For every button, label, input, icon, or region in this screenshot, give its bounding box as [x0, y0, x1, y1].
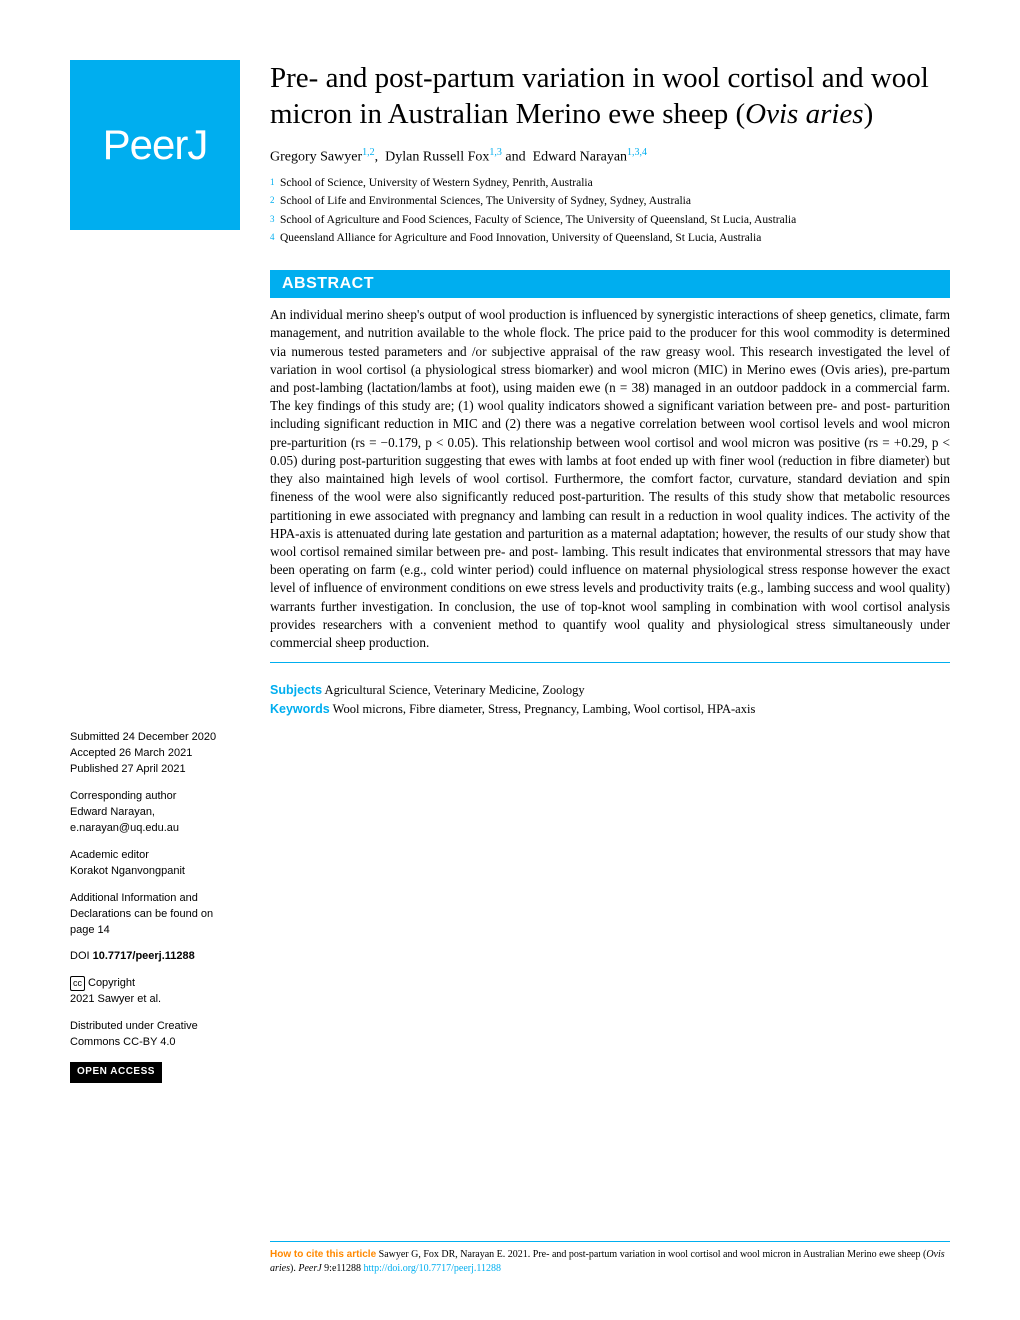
editor-label: Academic editor: [70, 849, 149, 861]
published-label: Published: [70, 763, 118, 775]
aff-num-1: 1: [270, 175, 280, 192]
author-2: Dylan Russell Fox: [385, 149, 489, 164]
cite-label: How to cite this article: [270, 1249, 376, 1260]
author-2-sup: 1,3: [489, 147, 502, 158]
subjects-row: Subjects Agricultural Science, Veterinar…: [270, 681, 950, 700]
title-species: Ovis aries: [745, 98, 863, 130]
abstract-header: ABSTRACT: [270, 270, 950, 298]
author-3-sup: 1,3,4: [627, 147, 647, 158]
accepted-label: Accepted: [70, 747, 116, 759]
aff-text-1: School of Science, University of Western…: [280, 175, 593, 192]
subjects-text: Agricultural Science, Veterinary Medicin…: [325, 683, 585, 697]
sidebar: Submitted 24 December 2020 Accepted 26 M…: [70, 270, 240, 1094]
cite-link[interactable]: http://doi.org/10.7717/peerj.11288: [364, 1263, 502, 1274]
doi-label: DOI: [70, 950, 90, 962]
author-3: Edward Narayan: [533, 149, 627, 164]
aff-num-2: 2: [270, 193, 280, 210]
author-1: Gregory Sawyer: [270, 149, 362, 164]
corr-author-label: Corresponding author: [70, 790, 176, 802]
aff-num-4: 4: [270, 230, 280, 247]
keywords-label: Keywords: [270, 702, 330, 716]
article-title: Pre- and post-partum variation in wool c…: [270, 60, 950, 133]
doi-value: 10.7717/peerj.11288: [93, 950, 195, 962]
cite-journal: PeerJ: [298, 1263, 321, 1274]
published-date: 27 April 2021: [121, 763, 185, 775]
authors-line: Gregory Sawyer1,2, Dylan Russell Fox1,3 …: [270, 147, 950, 166]
accepted-date: 26 March 2021: [119, 747, 192, 759]
corr-author-name: Edward Narayan,: [70, 806, 155, 818]
keywords-text: Wool microns, Fibre diameter, Stress, Pr…: [333, 702, 756, 716]
distributed-text: Distributed under Creative Commons CC-BY…: [70, 1020, 198, 1048]
editor-name: Korakot Nganvongpanit: [70, 865, 185, 877]
title-post: ): [864, 98, 874, 130]
submitted-label: Submitted: [70, 731, 120, 743]
cite-text-3: 9:e11288: [322, 1263, 364, 1274]
copyright-text: 2021 Sawyer et al.: [70, 993, 161, 1005]
aff-text-4: Queensland Alliance for Agriculture and …: [280, 230, 761, 247]
cite-text-1: Sawyer G, Fox DR, Narayan E. 2021. Pre- …: [379, 1249, 927, 1260]
abstract-body: An individual merino sheep's output of w…: [270, 298, 950, 663]
submitted-date: 24 December 2020: [123, 731, 217, 743]
aff-text-3: School of Agriculture and Food Sciences,…: [280, 212, 796, 229]
aff-text-2: School of Life and Environmental Science…: [280, 193, 691, 210]
subjects-label: Subjects: [270, 683, 322, 697]
additional-info: Additional Information and Declarations …: [70, 892, 213, 936]
open-access-badge: OPEN ACCESS: [70, 1062, 162, 1083]
keywords-row: Keywords Wool microns, Fibre diameter, S…: [270, 700, 950, 719]
citation-box: How to cite this article Sawyer G, Fox D…: [270, 1241, 950, 1275]
journal-logo: PeerJ: [70, 60, 240, 230]
aff-num-3: 3: [270, 212, 280, 229]
author-1-sup: 1,2: [362, 147, 375, 158]
cc-icon: cc: [70, 976, 85, 991]
corr-author-email: e.narayan@uq.edu.au: [70, 822, 179, 834]
affiliations: 1School of Science, University of Wester…: [270, 175, 950, 247]
logo-text: PeerJ: [103, 121, 208, 169]
copyright-label: Copyright: [88, 977, 135, 989]
